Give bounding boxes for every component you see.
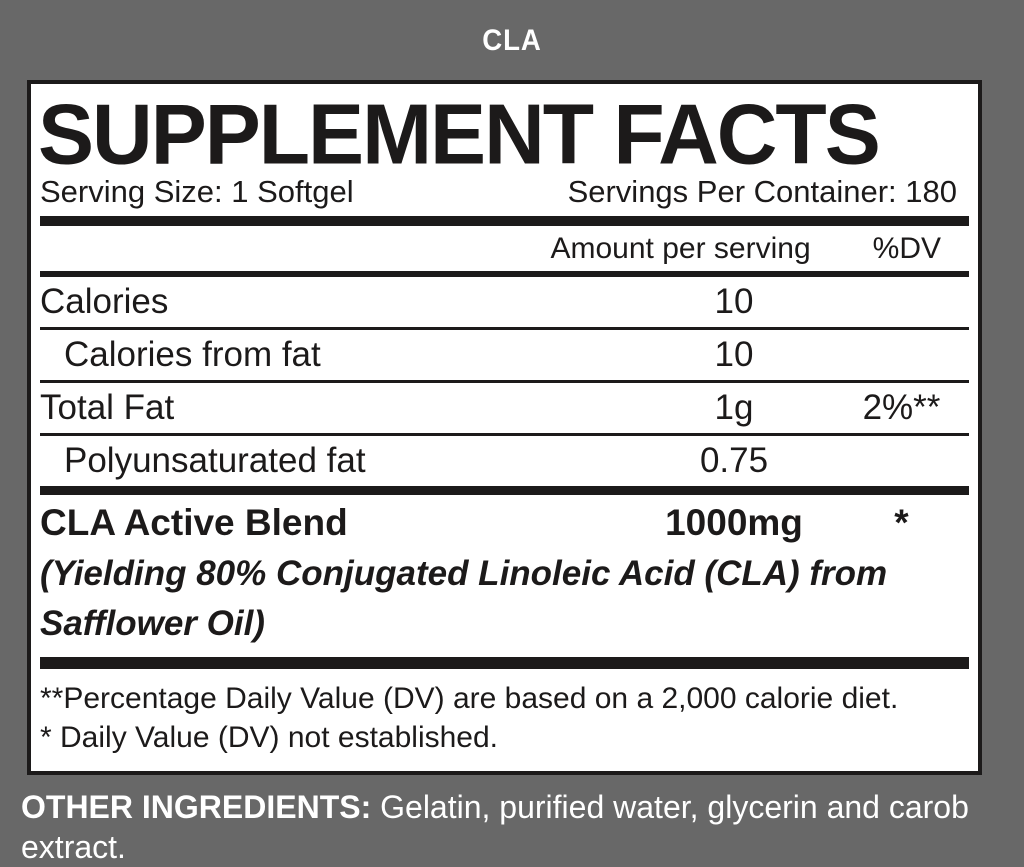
table-row-polyunsaturated-fat: Polyunsaturated fat 0.75 <box>40 436 969 486</box>
product-title: CLA <box>482 24 542 57</box>
other-ingredients: OTHER INGREDIENTS: Gelatin, purified wat… <box>21 787 1000 867</box>
row-name: Calories from fat <box>64 335 321 374</box>
footnote-daily-value-basis: **Percentage Daily Value (DV) are based … <box>40 682 899 715</box>
row-divider <box>40 433 969 436</box>
other-ingredients-label: OTHER INGREDIENTS: <box>21 789 372 825</box>
blend-amount: 1000mg <box>665 502 803 543</box>
row-dv: 2%** <box>862 388 941 427</box>
blend-description-line1: (Yielding 80% Conjugated Linoleic Acid (… <box>40 554 888 593</box>
table-row-total-fat: Total Fat 1g 2%** <box>40 383 969 433</box>
supplement-facts-panel: SUPPLEMENT FACTS Serving Size: 1 Softgel… <box>27 80 982 775</box>
row-amount: 10 <box>714 335 754 374</box>
serving-info-row: Serving Size: 1 Softgel Servings Per Con… <box>40 174 969 210</box>
row-divider <box>40 327 969 330</box>
row-name: Calories <box>40 282 169 321</box>
table-row-cla-active-blend: CLA Active Blend 1000mg * <box>40 497 969 549</box>
blend-description-line2: Safflower Oil) <box>40 604 265 643</box>
footnote-dv-not-established: * Daily Value (DV) not established. <box>40 721 498 754</box>
separator-bar-top <box>40 216 969 226</box>
blend-name: CLA Active Blend <box>40 502 348 543</box>
row-name: Total Fat <box>40 388 175 427</box>
other-ingredients-text: Gelatin, purified water, glycerin and ca… <box>21 789 969 865</box>
supplement-facts-title: SUPPLEMENT FACTS <box>38 85 881 182</box>
separator-bar-blend <box>40 486 969 495</box>
blend-description: (Yielding 80% Conjugated Linoleic Acid (… <box>40 549 969 649</box>
separator-bar-footnotes <box>40 657 969 669</box>
column-header-row: Amount per serving %DV <box>40 226 969 271</box>
separator-bar-header <box>40 271 969 277</box>
row-name: Polyunsaturated fat <box>64 441 366 480</box>
servings-per-container: Servings Per Container: 180 <box>567 174 957 209</box>
row-divider <box>40 380 969 383</box>
footnotes: **Percentage Daily Value (DV) are based … <box>40 669 969 763</box>
row-amount: 10 <box>714 282 754 321</box>
column-header-dv: %DV <box>872 231 941 265</box>
row-amount: 0.75 <box>699 441 769 480</box>
table-row-calories-from-fat: Calories from fat 10 <box>40 330 969 380</box>
serving-size: Serving Size: 1 Softgel <box>40 174 354 209</box>
row-amount: 1g <box>714 388 754 427</box>
blend-dv: * <box>894 502 909 543</box>
column-header-amount: Amount per serving <box>550 231 811 265</box>
table-row-calories: Calories 10 <box>40 277 969 327</box>
